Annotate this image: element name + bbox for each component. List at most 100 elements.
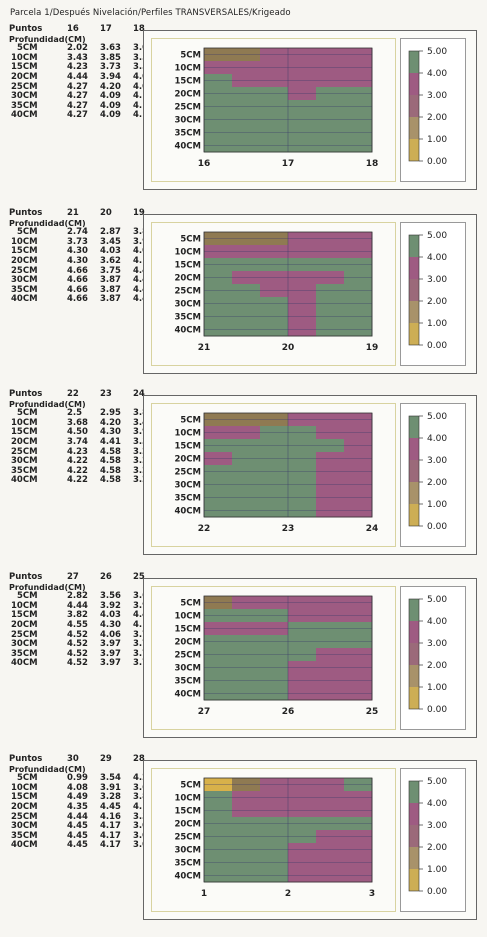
value-cell: 4.30 [100, 619, 121, 630]
value-cell: 4.17 [100, 840, 121, 851]
y-tick-label: 40CM [174, 507, 201, 517]
value-cell: 4.22 [67, 456, 88, 467]
legend-label: 2.00 [427, 478, 447, 488]
value-cell: 4.44 [67, 71, 88, 82]
x-tick-label: 17 [282, 159, 295, 169]
depth-cell: 5CM [17, 408, 38, 419]
table-header: Puntos 22 23 24 [9, 389, 166, 400]
value-cell: 3.73 [67, 236, 88, 247]
y-tick-label: 20CM [174, 638, 201, 648]
heatmap-chart: 5CM 10CM 15CM 20CM 25CM 30CM 35CM 40CM 22 23 24 5.0… [143, 395, 477, 555]
depth-cell: 10CM [11, 600, 38, 611]
value-cell: 3.87 [100, 275, 121, 286]
depth-label: Profundidad(CM) [9, 399, 86, 409]
plot-border [203, 412, 373, 518]
plot-border [203, 231, 373, 337]
x-tick-label: 1 [201, 889, 207, 899]
value-cell: 0.99 [67, 773, 88, 784]
value-cell: 4.17 [100, 830, 121, 841]
legend-swatch [409, 95, 419, 117]
value-cell: 3.97 [100, 658, 121, 669]
value-cell: 4.03 [100, 246, 121, 257]
point-header: 16 [67, 24, 79, 34]
y-tick-label: 5CM [180, 599, 201, 609]
legend-label: 1.00 [427, 135, 447, 145]
value-cell: 4.17 [100, 821, 121, 832]
legend: 5.00 4.00 3.00 2.00 1.00 0.00 [400, 222, 466, 366]
value-cell: 4.49 [67, 792, 88, 803]
legend-swatch [409, 460, 419, 482]
point-header: 28 [133, 754, 145, 764]
legend-swatch [409, 323, 419, 345]
point-header: 26 [100, 572, 112, 582]
value-cell: 4.45 [67, 830, 88, 841]
legend-label: 5.00 [427, 231, 447, 241]
depth-cell: 25CM [11, 629, 38, 640]
points-label: Puntos [9, 24, 43, 34]
plot-frame [151, 38, 396, 182]
legend-svg: 5.00 4.00 3.00 2.00 1.00 0.00 [408, 231, 447, 351]
x-tick-label: 25 [366, 707, 379, 717]
heatmap-chart: 5CM 10CM 15CM 20CM 25CM 30CM 35CM 40CM 21 20 19 5.0… [143, 214, 477, 374]
value-cell: 3.91 [100, 782, 121, 793]
legend-svg: 5.00 4.00 3.00 2.00 1.00 0.00 [408, 412, 447, 532]
x-tick-label: 19 [366, 343, 379, 353]
legend-label: 0.00 [427, 157, 447, 167]
value-cell: 3.82 [67, 610, 88, 621]
value-cell: 4.20 [100, 81, 121, 92]
value-cell: 3.87 [100, 284, 121, 295]
depth-cell: 15CM [11, 427, 38, 438]
value-cell: 4.66 [67, 294, 88, 305]
y-tick-label: 10CM [174, 612, 201, 622]
value-cell: 4.09 [100, 110, 121, 121]
value-cell: 4.09 [100, 91, 121, 102]
value-cell: 4.44 [67, 811, 88, 822]
depth-cell: 25CM [11, 446, 38, 457]
legend-swatch [409, 869, 419, 891]
x-tick-label: 21 [198, 343, 211, 353]
value-cell: 4.30 [100, 427, 121, 438]
depth-cell: 15CM [11, 792, 38, 803]
y-tick-label: 5CM [180, 51, 201, 61]
y-tick-label: 20CM [174, 90, 201, 100]
point-header: 30 [67, 754, 79, 764]
value-cell: 2.5 [67, 408, 83, 419]
x-tick-label: 24 [366, 524, 379, 534]
value-cell: 3.63 [100, 43, 121, 54]
profile-section-5: Puntos302928Profundidad(CM)5CM0.993.544.… [0, 754, 487, 937]
value-cell: 3.97 [100, 639, 121, 650]
y-tick-label: 30CM [174, 116, 201, 126]
value-cell: 4.58 [100, 446, 121, 457]
value-cell: 4.30 [67, 255, 88, 266]
value-cell: 4.52 [67, 658, 88, 669]
legend-swatch [409, 139, 419, 161]
depth-label: Profundidad(CM) [9, 582, 86, 592]
y-tick-label: 30CM [174, 300, 201, 310]
value-cell: 4.52 [67, 648, 88, 659]
depth-cell: 10CM [11, 782, 38, 793]
value-cell: 3.56 [100, 591, 121, 602]
legend-label: 4.00 [427, 253, 447, 263]
y-tick-label: 5CM [180, 235, 201, 245]
depth-cell: 40CM [11, 294, 38, 305]
point-header: 29 [100, 754, 112, 764]
value-cell: 4.58 [100, 456, 121, 467]
legend: 5.00 4.00 3.00 2.00 1.00 0.00 [400, 768, 466, 912]
y-tick-label: 20CM [174, 455, 201, 465]
value-cell: 3.68 [67, 417, 88, 428]
value-cell: 4.27 [67, 81, 88, 92]
y-tick-label: 25CM [174, 651, 201, 661]
y-tick-label: 30CM [174, 846, 201, 856]
legend-border [408, 598, 420, 710]
value-cell: 2.87 [100, 227, 121, 238]
heatmap-chart: 5CM 10CM 15CM 20CM 25CM 30CM 35CM 40CM 16 17 18 5.0… [143, 30, 477, 190]
depth-cell: 30CM [11, 639, 38, 650]
legend-swatch [409, 643, 419, 665]
legend-swatch [409, 621, 419, 643]
value-cell: 3.28 [100, 792, 121, 803]
depth-cell: 20CM [11, 801, 38, 812]
value-cell: 3.73 [100, 62, 121, 73]
value-cell: 4.30 [67, 246, 88, 257]
depth-cell: 5CM [17, 43, 38, 54]
y-tick-label: 35CM [174, 859, 201, 869]
